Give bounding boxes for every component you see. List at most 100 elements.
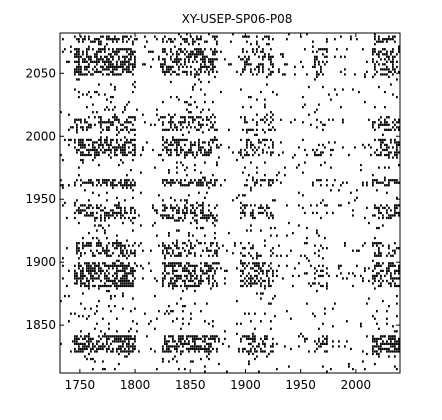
plot-cell — [74, 335, 76, 338]
plot-cell — [378, 272, 380, 275]
plot-cell — [122, 153, 124, 157]
plot-cell — [202, 131, 204, 134]
plot-cell — [70, 126, 72, 129]
plot-frame — [59, 32, 401, 374]
plot-cell — [182, 310, 184, 313]
plot-cell — [74, 264, 76, 267]
plot-cell — [92, 262, 94, 265]
plot-cell — [94, 40, 96, 43]
plot-cell — [94, 254, 96, 257]
plot-cell — [80, 282, 82, 285]
plot-cell — [98, 340, 100, 343]
plot-cell — [128, 65, 130, 69]
plot-cell — [92, 103, 94, 106]
plot-cell — [244, 116, 246, 119]
plot-cell — [178, 53, 180, 56]
plot-cell — [164, 312, 166, 315]
plot-cell — [90, 350, 92, 353]
plot-cell — [268, 58, 270, 61]
plot-cell — [216, 128, 218, 131]
plot-cell — [78, 60, 80, 63]
x-tick-label: 1950 — [285, 378, 316, 392]
plot-cell — [120, 244, 122, 247]
plot-cell — [176, 244, 178, 247]
plot-cell — [128, 53, 130, 56]
plot-cell — [126, 141, 128, 144]
plot-cell — [182, 70, 184, 74]
plot-cell — [322, 257, 324, 260]
chart-title: XY-USEP-SP06-P08 — [182, 12, 293, 26]
plot-cell — [248, 337, 250, 341]
plot-cell — [352, 88, 354, 91]
plot-cell — [200, 269, 202, 273]
plot-cell — [124, 272, 126, 275]
plot-cell — [86, 242, 88, 245]
plot-cell — [182, 148, 184, 152]
plot-cell — [272, 151, 274, 154]
plot-cell — [278, 68, 280, 71]
plot-cell — [78, 63, 80, 66]
plot-cell — [82, 277, 84, 280]
plot-cell — [186, 201, 188, 205]
plot-cell — [328, 93, 330, 96]
plot-cell — [184, 179, 186, 182]
plot-cell — [100, 50, 102, 53]
plot-cell — [240, 116, 242, 119]
plot-cell — [250, 204, 252, 207]
plot-cell — [178, 262, 180, 265]
plot-cell — [172, 179, 174, 182]
plot-cell — [342, 88, 344, 91]
plot-cell — [156, 211, 158, 215]
plot-cell — [322, 143, 324, 147]
plot-cell — [248, 262, 250, 265]
plot-cell — [208, 322, 210, 325]
plot-cell — [362, 350, 364, 353]
plot-cell — [84, 35, 86, 38]
plot-cell — [390, 342, 392, 346]
plot-cell — [178, 252, 180, 255]
plot-cell — [126, 337, 128, 341]
plot-cell — [388, 305, 390, 308]
plot-cell — [172, 340, 174, 343]
plot-cell — [96, 237, 98, 240]
plot-cell — [100, 224, 102, 227]
plot-cell — [120, 249, 122, 252]
plot-cell — [198, 204, 200, 207]
plot-cell — [212, 65, 214, 69]
plot-cell — [112, 252, 114, 255]
plot-cell — [84, 214, 86, 217]
plot-cell — [100, 48, 102, 51]
plot-cell — [252, 335, 254, 338]
plot-cell — [184, 151, 186, 154]
plot-cell — [278, 171, 280, 174]
plot-cell — [382, 53, 384, 56]
plot-cell — [158, 58, 160, 61]
plot-cell — [204, 347, 206, 351]
plot-cell — [162, 101, 164, 104]
plot-cell — [272, 337, 274, 341]
plot-cell — [374, 252, 376, 255]
plot-cell — [86, 55, 88, 58]
plot-cell — [180, 146, 182, 149]
plot-cell — [240, 151, 242, 154]
plot-cell — [178, 33, 180, 36]
plot-cell — [112, 340, 114, 343]
plot-cell — [152, 50, 154, 53]
plot-cell — [92, 206, 94, 210]
plot-cell — [92, 237, 94, 240]
plot-cell — [118, 204, 120, 207]
plot-cell — [166, 53, 168, 56]
plot-cell — [246, 284, 248, 288]
plot-cell — [320, 184, 322, 187]
plot-cell — [204, 148, 206, 152]
plot-cell — [118, 284, 120, 288]
plot-cell — [128, 68, 130, 71]
plot-cell — [188, 249, 190, 252]
plot-cell — [314, 63, 316, 66]
plot-cell — [364, 146, 366, 149]
plot-cell — [240, 211, 242, 215]
plot-cell — [382, 123, 384, 126]
plot-cell — [206, 264, 208, 267]
plot-cell — [352, 367, 354, 371]
plot-cell — [208, 65, 210, 69]
